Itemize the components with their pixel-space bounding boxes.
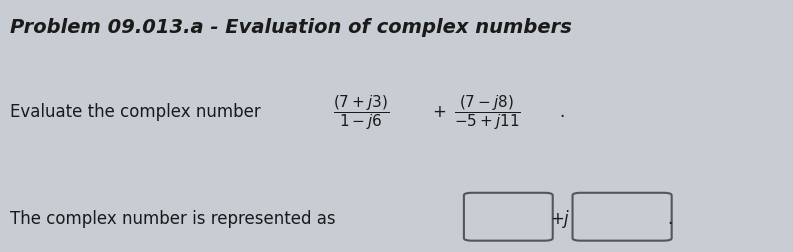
FancyBboxPatch shape bbox=[573, 193, 672, 241]
Text: $\dfrac{(7-j8)}{-5+j11}$: $\dfrac{(7-j8)}{-5+j11}$ bbox=[454, 93, 520, 132]
Text: .: . bbox=[668, 210, 673, 228]
Text: Evaluate the complex number: Evaluate the complex number bbox=[10, 103, 260, 121]
Text: $+j$: $+j$ bbox=[550, 208, 570, 230]
Text: .: . bbox=[559, 103, 565, 121]
Text: The complex number is represented as: The complex number is represented as bbox=[10, 210, 335, 228]
Text: $\dfrac{(7 + j3)}{1 - j6}$: $\dfrac{(7 + j3)}{1 - j6}$ bbox=[333, 93, 389, 132]
Text: $+$: $+$ bbox=[432, 103, 446, 121]
Text: Problem 09.013.a - Evaluation of complex numbers: Problem 09.013.a - Evaluation of complex… bbox=[10, 18, 572, 37]
FancyBboxPatch shape bbox=[464, 193, 553, 241]
